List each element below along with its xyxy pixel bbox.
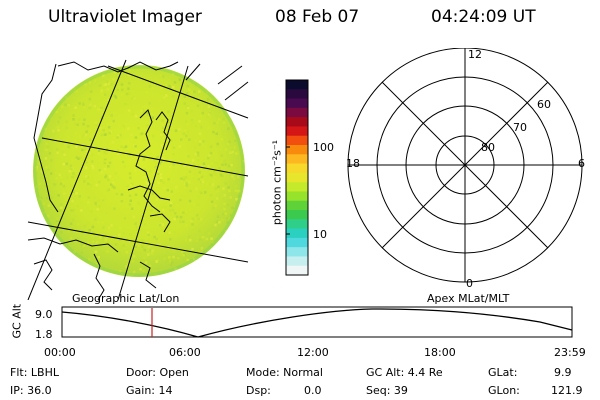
timeline-tick-2359: 23:59: [554, 346, 586, 359]
colorbar-step: [286, 107, 308, 118]
altitude-timeline: [61, 306, 573, 338]
colorbar-step: [286, 265, 308, 276]
mlat-label-70: 70: [513, 121, 527, 134]
mlt-diagonal-2: [381, 81, 549, 249]
colorbar-tick-100: 100: [313, 141, 334, 154]
seq-info: Seq: 39: [366, 384, 408, 397]
coastline: [27, 61, 179, 300]
limb-glow: [33, 65, 245, 277]
timeline-tick-1800: 18:00: [424, 346, 456, 359]
glat-value: 9.9: [554, 366, 572, 379]
gc-alt-info: GC Alt: 4.4 Re: [366, 366, 443, 379]
observation-date: 08 Feb 07: [275, 7, 360, 27]
colorbar-strips: [286, 80, 308, 276]
timeline-tick-0000: 00:00: [44, 346, 76, 359]
filter-info: Flt: LBHL: [10, 366, 59, 379]
timeline-y-min: 1.8: [35, 328, 53, 341]
timeline-y-max: 9.0: [35, 308, 53, 321]
colorbar-step: [286, 80, 308, 90]
auroral-image-panel: [27, 59, 249, 300]
colorbar-tick-10: 10: [313, 228, 327, 241]
glat-label: GLat:: [488, 366, 518, 379]
timeline-tick-1200: 12:00: [297, 346, 329, 359]
mlt-label-12: 12: [468, 48, 482, 61]
colorbar-step: [286, 256, 308, 267]
mlat-label-80: 80: [481, 141, 495, 154]
lat-lon-grid: [27, 59, 249, 300]
colorbar-step: [286, 191, 308, 202]
colorbar-step: [286, 135, 308, 146]
extra-grid-lines: [185, 63, 249, 101]
glon-label: GLon:: [488, 384, 520, 397]
colorbar: [285, 79, 309, 276]
colorbar-step: [286, 89, 308, 100]
apex-grid-label: Apex MLat/MLT: [427, 292, 510, 305]
observation-time: 04:24:09 UT: [431, 7, 536, 27]
ip-info: IP: 36.0: [10, 384, 52, 397]
colorbar-step: [286, 172, 308, 183]
timeline-tick-0600: 06:00: [169, 346, 201, 359]
colorbar-step: [286, 117, 308, 128]
polar-plot: [347, 48, 583, 283]
colorbar-step: [286, 98, 308, 109]
dsp-value: 0.0: [304, 384, 322, 397]
mlat-label-60: 60: [537, 98, 551, 111]
geo-grid-label: Geographic Lat/Lon: [72, 292, 180, 305]
colorbar-step: [286, 237, 308, 248]
door-info: Door: Open: [126, 366, 189, 379]
colorbar-step: [286, 210, 308, 220]
colorbar-step: [286, 247, 308, 258]
colorbar-step: [286, 182, 308, 193]
earth-disk: [33, 65, 245, 277]
colorbar-step: [286, 126, 308, 137]
dsp-label: Dsp:: [246, 384, 271, 397]
mode-info: Mode: Normal: [246, 366, 323, 379]
colorbar-step: [286, 228, 308, 239]
colorbar-step: [286, 219, 308, 230]
mlt-label-0: 0: [466, 277, 473, 290]
mlt-label-18: 18: [346, 157, 360, 170]
colorbar-step: [286, 200, 308, 211]
gain-info: Gain: 14: [126, 384, 173, 397]
mlt-label-6: 6: [578, 157, 585, 170]
colorbar-step: [286, 163, 308, 174]
altitude-curve: [61, 308, 573, 338]
glon-value: 121.9: [551, 384, 583, 397]
colorbar-step: [286, 145, 308, 155]
colorbar-units-label: photon cm⁻²s⁻¹: [270, 139, 284, 226]
timeline-axis-label: GC Alt: [10, 303, 24, 339]
colorbar-step: [286, 154, 308, 165]
instrument-title: Ultraviolet Imager: [48, 7, 202, 27]
